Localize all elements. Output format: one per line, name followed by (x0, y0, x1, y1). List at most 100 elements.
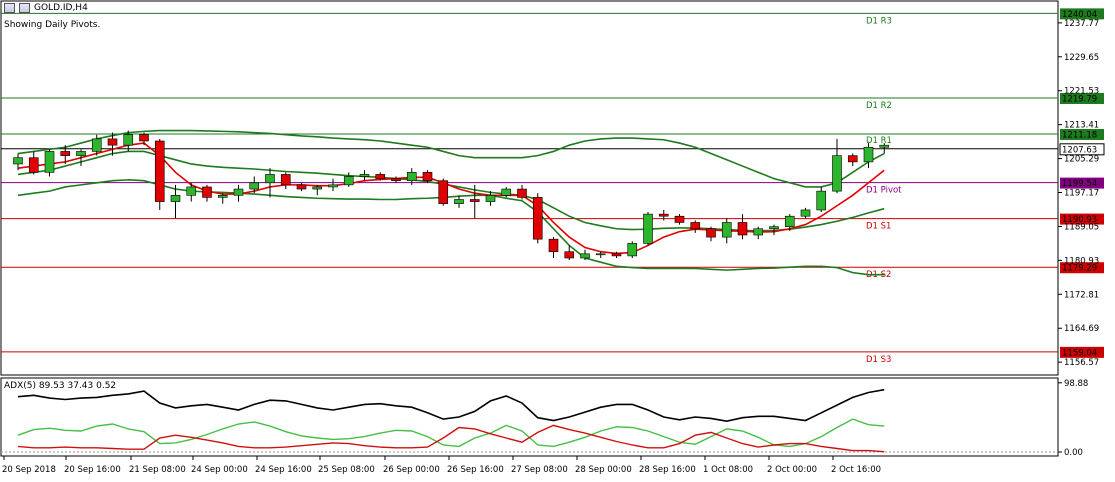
indicator-label: ADX(5) 89.53 37.43 0.52 (4, 381, 117, 391)
candle-body (343, 176, 354, 186)
candle-body (753, 228, 764, 236)
candle-body (469, 199, 480, 202)
candle-body (233, 188, 244, 196)
candle-body (658, 213, 669, 217)
candle-body (13, 157, 23, 165)
pivot-price-label: 1240.04 (1062, 10, 1097, 20)
candle-body (202, 186, 212, 198)
x-tick-label: 24 Sep 16:00 (255, 465, 312, 475)
y-tick-label: 1180.93 (1064, 256, 1099, 266)
candle-body (107, 138, 118, 146)
candle-body (422, 172, 433, 181)
candle-body (296, 184, 307, 190)
candle-body (816, 190, 827, 211)
candle-body (706, 228, 716, 238)
candle-body (123, 134, 134, 146)
candle-body (532, 197, 543, 240)
x-tick-label: 27 Sep 08:00 (511, 465, 568, 475)
candle-body (832, 155, 842, 192)
candle-body (44, 151, 55, 173)
indicator-pane-frame (0, 377, 1059, 457)
candle-body (312, 186, 323, 190)
candle-body (643, 213, 653, 244)
pivot-price-tag (1060, 262, 1104, 274)
candle-body (501, 188, 512, 196)
y-tick-label: 1197.17 (1064, 189, 1099, 199)
pivot-price-tag (1060, 213, 1104, 225)
candle-body (28, 157, 39, 173)
x-tick-label: 28 Sep 16:00 (639, 465, 696, 475)
x-tick-label: 24 Sep 00:00 (191, 465, 248, 475)
current-price-tag (1059, 143, 1105, 156)
candle-body (879, 144, 890, 148)
y-tick-label: 1156.57 (1064, 358, 1099, 368)
candle-body (391, 178, 401, 181)
candle-body (737, 222, 748, 236)
chart-type-icon[interactable] (19, 3, 30, 13)
pivot-label: D1 Pivot (866, 186, 902, 196)
moving-average (17, 142, 885, 255)
candle-body (91, 138, 102, 152)
pivot-price-label: 1211.18 (1062, 130, 1097, 140)
candle-body (627, 243, 638, 257)
current-price-label: 1207.63 (1062, 145, 1097, 155)
y-tick-label: 1172.81 (1064, 290, 1099, 300)
x-tick-label: 21 Sep 08:00 (129, 465, 186, 475)
x-tick-label: 26 Sep 16:00 (447, 465, 504, 475)
candle-body (595, 253, 606, 256)
y-tick-label: 1237.77 (1064, 19, 1099, 29)
x-tick-label: 2 Oct 00:00 (767, 465, 817, 475)
x-tick-label: 26 Sep 00:00 (383, 465, 440, 475)
x-tick-label: 2 Oct 16:00 (831, 465, 881, 475)
candle-body (580, 253, 590, 259)
pivot-label: D1 S1 (866, 222, 891, 232)
candle-body (76, 151, 86, 156)
adx-series-di (17, 424, 885, 453)
candle-body (154, 140, 165, 202)
candle-body (328, 184, 338, 188)
pivot-price-label: 1159.04 (1062, 348, 1097, 358)
pivot-label: D1 R3 (866, 16, 892, 26)
adx-y-tick-label: 0.00 (1064, 448, 1083, 458)
candle-body (800, 209, 811, 217)
y-tick-label: 1164.69 (1064, 324, 1099, 334)
pivot-price-label: 1179.29 (1062, 264, 1097, 274)
adx-series-adx (17, 388, 885, 423)
x-tick-label: 28 Sep 00:00 (575, 465, 632, 475)
window-icon[interactable] (4, 3, 15, 13)
pivot-price-tag (1060, 346, 1104, 358)
candle-body (60, 151, 71, 156)
pivot-label: D1 R2 (866, 101, 892, 111)
candle-body (406, 172, 417, 181)
symbol-label: GOLD.ID,H4 (34, 3, 88, 13)
candle-body (438, 180, 449, 204)
y-tick-label: 1205.29 (1064, 155, 1099, 165)
pivot-price-tag (1060, 8, 1104, 20)
candle-body (564, 251, 575, 259)
candle-body (454, 199, 464, 204)
bollinger-upper (17, 129, 885, 188)
candle-body (186, 186, 197, 196)
x-tick-label: 1 Oct 08:00 (703, 465, 753, 475)
candle-body (375, 174, 386, 179)
candle-body (784, 215, 795, 227)
candle-body (721, 222, 732, 238)
candle-body (769, 226, 779, 230)
candle-body (170, 195, 181, 202)
candle-body (863, 146, 874, 163)
y-tick-label: 1189.05 (1064, 222, 1099, 232)
candle-body (517, 188, 527, 198)
candle-body (359, 174, 370, 177)
pivot-price-tag (1060, 177, 1104, 189)
main-pane-frame (0, 0, 1059, 376)
chart-title: GOLD.ID,H4 (4, 3, 88, 13)
y-tick-label: 1229.65 (1064, 53, 1099, 63)
adx-y-tick-label: 98.88 (1064, 379, 1088, 389)
pivot-note: Showing Daily Pivots. (4, 20, 101, 30)
x-tick-label: 25 Sep 08:00 (318, 465, 375, 475)
candle-body (265, 174, 275, 184)
y-tick-label: 1221.53 (1064, 87, 1099, 97)
candle-body (674, 215, 685, 223)
adx-series-di (17, 418, 885, 448)
